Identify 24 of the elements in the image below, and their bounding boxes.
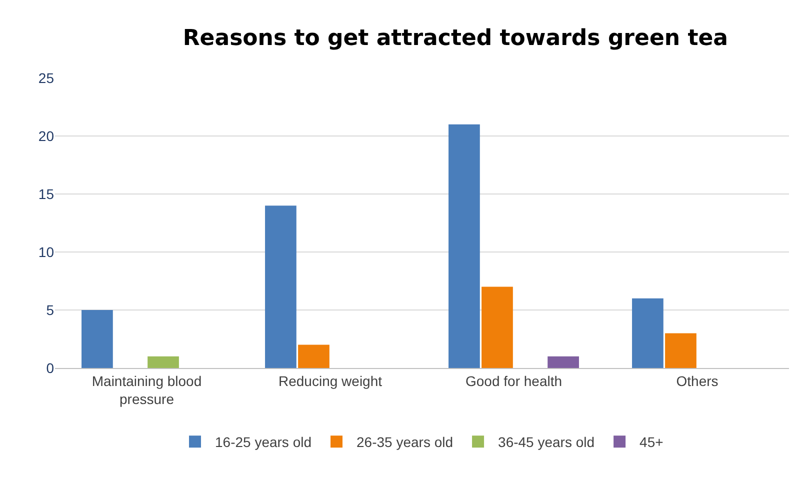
bar [448,124,480,368]
legend-label: 36-45 years old [498,434,595,450]
bar [82,310,113,368]
y-tick-label: 5 [46,302,54,318]
legend-label: 26-35 years old [356,434,454,450]
bar [148,356,179,368]
y-tick-label: 25 [38,70,54,86]
bar [265,206,296,368]
bar [482,286,513,368]
y-tick-label: 0 [46,360,54,376]
x-tick-label: Others [676,372,718,389]
legend-label: 16-25 years old [215,434,312,450]
bar [298,344,330,368]
y-tick-label: 15 [38,186,54,202]
legend-label: 45+ [640,434,664,450]
bar [548,356,579,368]
x-tick-label: Reducing weight [278,372,382,389]
y-tick-label: 20 [38,128,54,144]
x-tick-label: Good for health [465,372,562,389]
bar [632,298,664,368]
chart-title: Reasons to get attracted towards green tea [182,26,728,51]
y-tick-label: 10 [38,244,54,260]
bar [665,333,696,368]
x-tick-label: Maintaining blood pressure [92,372,202,407]
